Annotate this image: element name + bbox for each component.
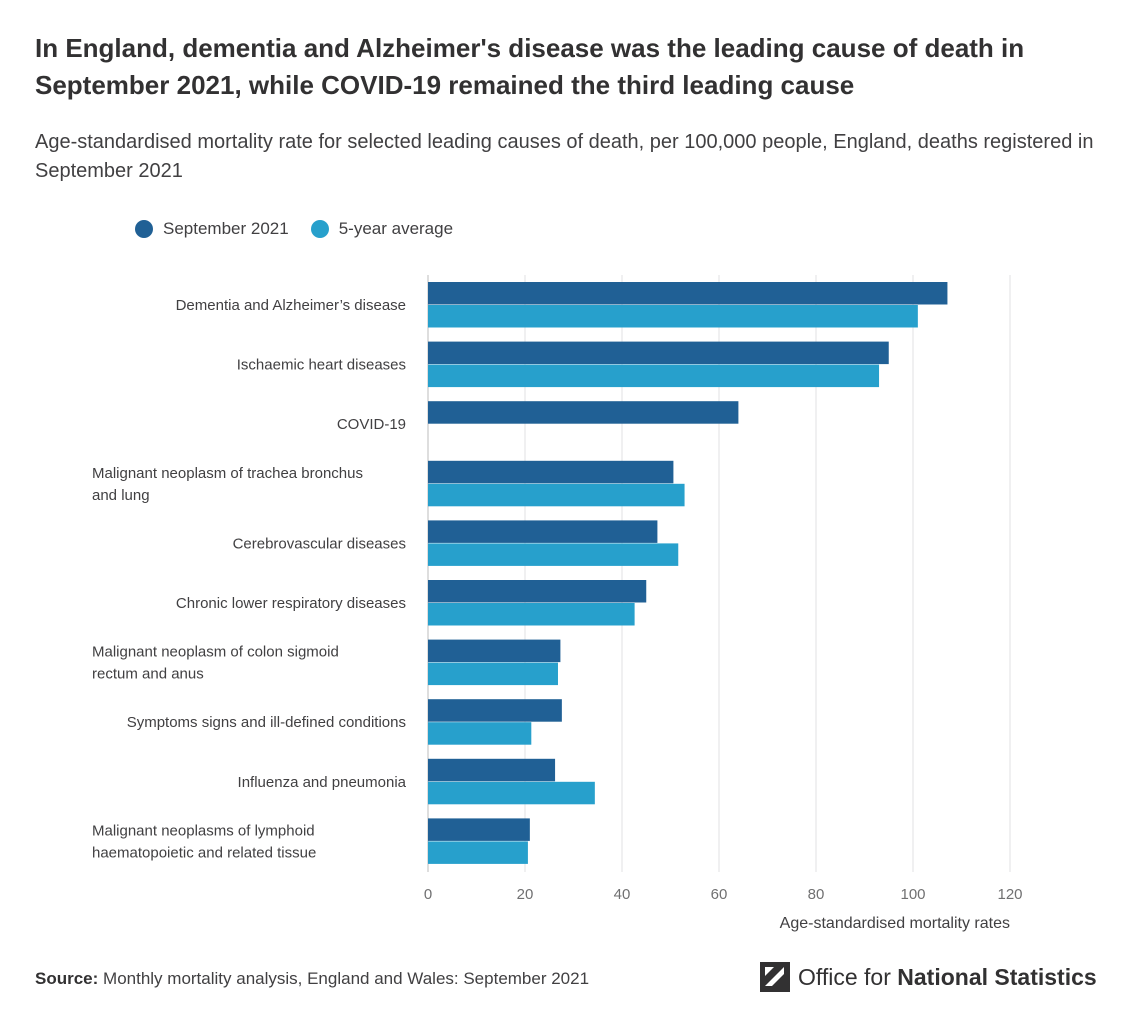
bar-september-2021-5 [428, 580, 647, 603]
bar-chart: Dementia and Alzheimer’s disease Ischaemi… [92, 275, 1023, 932]
category-label-6-line-1: rectum and anus [92, 666, 204, 683]
source-text: Monthly mortality analysis, England and … [103, 969, 590, 988]
ons-logo-text-bold: National Statistics [897, 963, 1097, 990]
bar-september-2021-8 [428, 758, 556, 782]
category-labels: Dementia and Alzheimer’s disease Ischaemi… [92, 297, 407, 861]
x-tick-label-60: 60 [711, 886, 728, 903]
category-label-6-line-0: Malignant neoplasm of colon sigmoid [92, 644, 339, 661]
bar-september-2021-0 [428, 282, 948, 305]
bar-september-2021-9 [428, 818, 530, 841]
legend-swatch-5-year-average [310, 220, 329, 238]
category-label-9-line-0: Malignant neoplasms of lymphoid [92, 822, 315, 839]
legend-label-5-year-average: 5-year average [338, 219, 454, 238]
bar-5-year-average-5 [428, 603, 635, 626]
x-axis-ticks: 0 20 40 60 80 100 120 [424, 886, 1023, 903]
bar-september-2021-7 [428, 699, 562, 722]
bar-september-2021-1 [428, 341, 889, 365]
x-tick-label-40: 40 [614, 886, 631, 903]
bar-5-year-average-8 [428, 781, 595, 805]
category-label-9-line-1: haematopoietic and related tissue [92, 844, 316, 861]
legend-item-september-2021: September 2021 [135, 219, 289, 239]
bar-september-2021-4 [428, 520, 658, 543]
x-tick-label-120: 120 [997, 886, 1022, 903]
source-note: Source: Monthly mortality analysis, Engl… [35, 969, 589, 989]
ons-logo: Office for National Statistics [760, 962, 1097, 992]
bar-5-year-average-7 [428, 722, 532, 745]
ons-logo-icon [760, 962, 790, 992]
legend-swatch-september-2021 [135, 220, 153, 238]
category-label-1-line-0: Ischaemic heart diseases [237, 357, 406, 374]
bar-september-2021-2 [428, 401, 739, 424]
bars [428, 282, 948, 864]
legend-label-september-2021: September 2021 [163, 219, 289, 238]
category-label-0-line-0: Dementia and Alzheimer’s disease [176, 297, 406, 314]
category-label-7-line-0: Symptoms signs and ill-defined condition… [127, 714, 406, 731]
chart-subtitle: Age-standardised mortality rate for sele… [35, 131, 1094, 182]
x-tick-label-100: 100 [900, 886, 925, 903]
bar-5-year-average-1 [428, 364, 880, 388]
bar-5-year-average-0 [428, 305, 918, 328]
bar-5-year-average-9 [428, 841, 528, 864]
legend-item-5-year-average: 5-year average [310, 219, 454, 239]
chart-title: In England, dementia and Alzheimer's dis… [35, 33, 1025, 100]
bar-september-2021-6 [428, 639, 561, 663]
x-tick-label-20: 20 [517, 886, 534, 903]
ons-logo-text: Office for National Statistics [798, 964, 1097, 991]
x-axis-title: Age-standardised mortality rates [780, 915, 1010, 932]
category-label-4-line-0: Cerebrovascular diseases [233, 535, 406, 552]
x-tick-label-80: 80 [808, 886, 825, 903]
bar-5-year-average-4 [428, 543, 679, 566]
category-label-3-line-1: and lung [92, 487, 150, 504]
source-label: Source: [35, 969, 99, 988]
ons-logo-text-regular: Office for [798, 963, 891, 990]
bar-september-2021-3 [428, 460, 674, 484]
bar-5-year-average-6 [428, 662, 558, 686]
x-tick-label-0: 0 [424, 886, 432, 903]
legend: September 2021 5-year average [135, 216, 475, 242]
category-label-5-line-0: Chronic lower respiratory diseases [176, 595, 406, 612]
bar-5-year-average-3 [428, 483, 685, 507]
category-label-8-line-0: Influenza and pneumonia [238, 774, 407, 791]
category-label-2-line-0: COVID-19 [337, 416, 406, 433]
category-label-3-line-0: Malignant neoplasm of trachea bronchus [92, 465, 363, 482]
